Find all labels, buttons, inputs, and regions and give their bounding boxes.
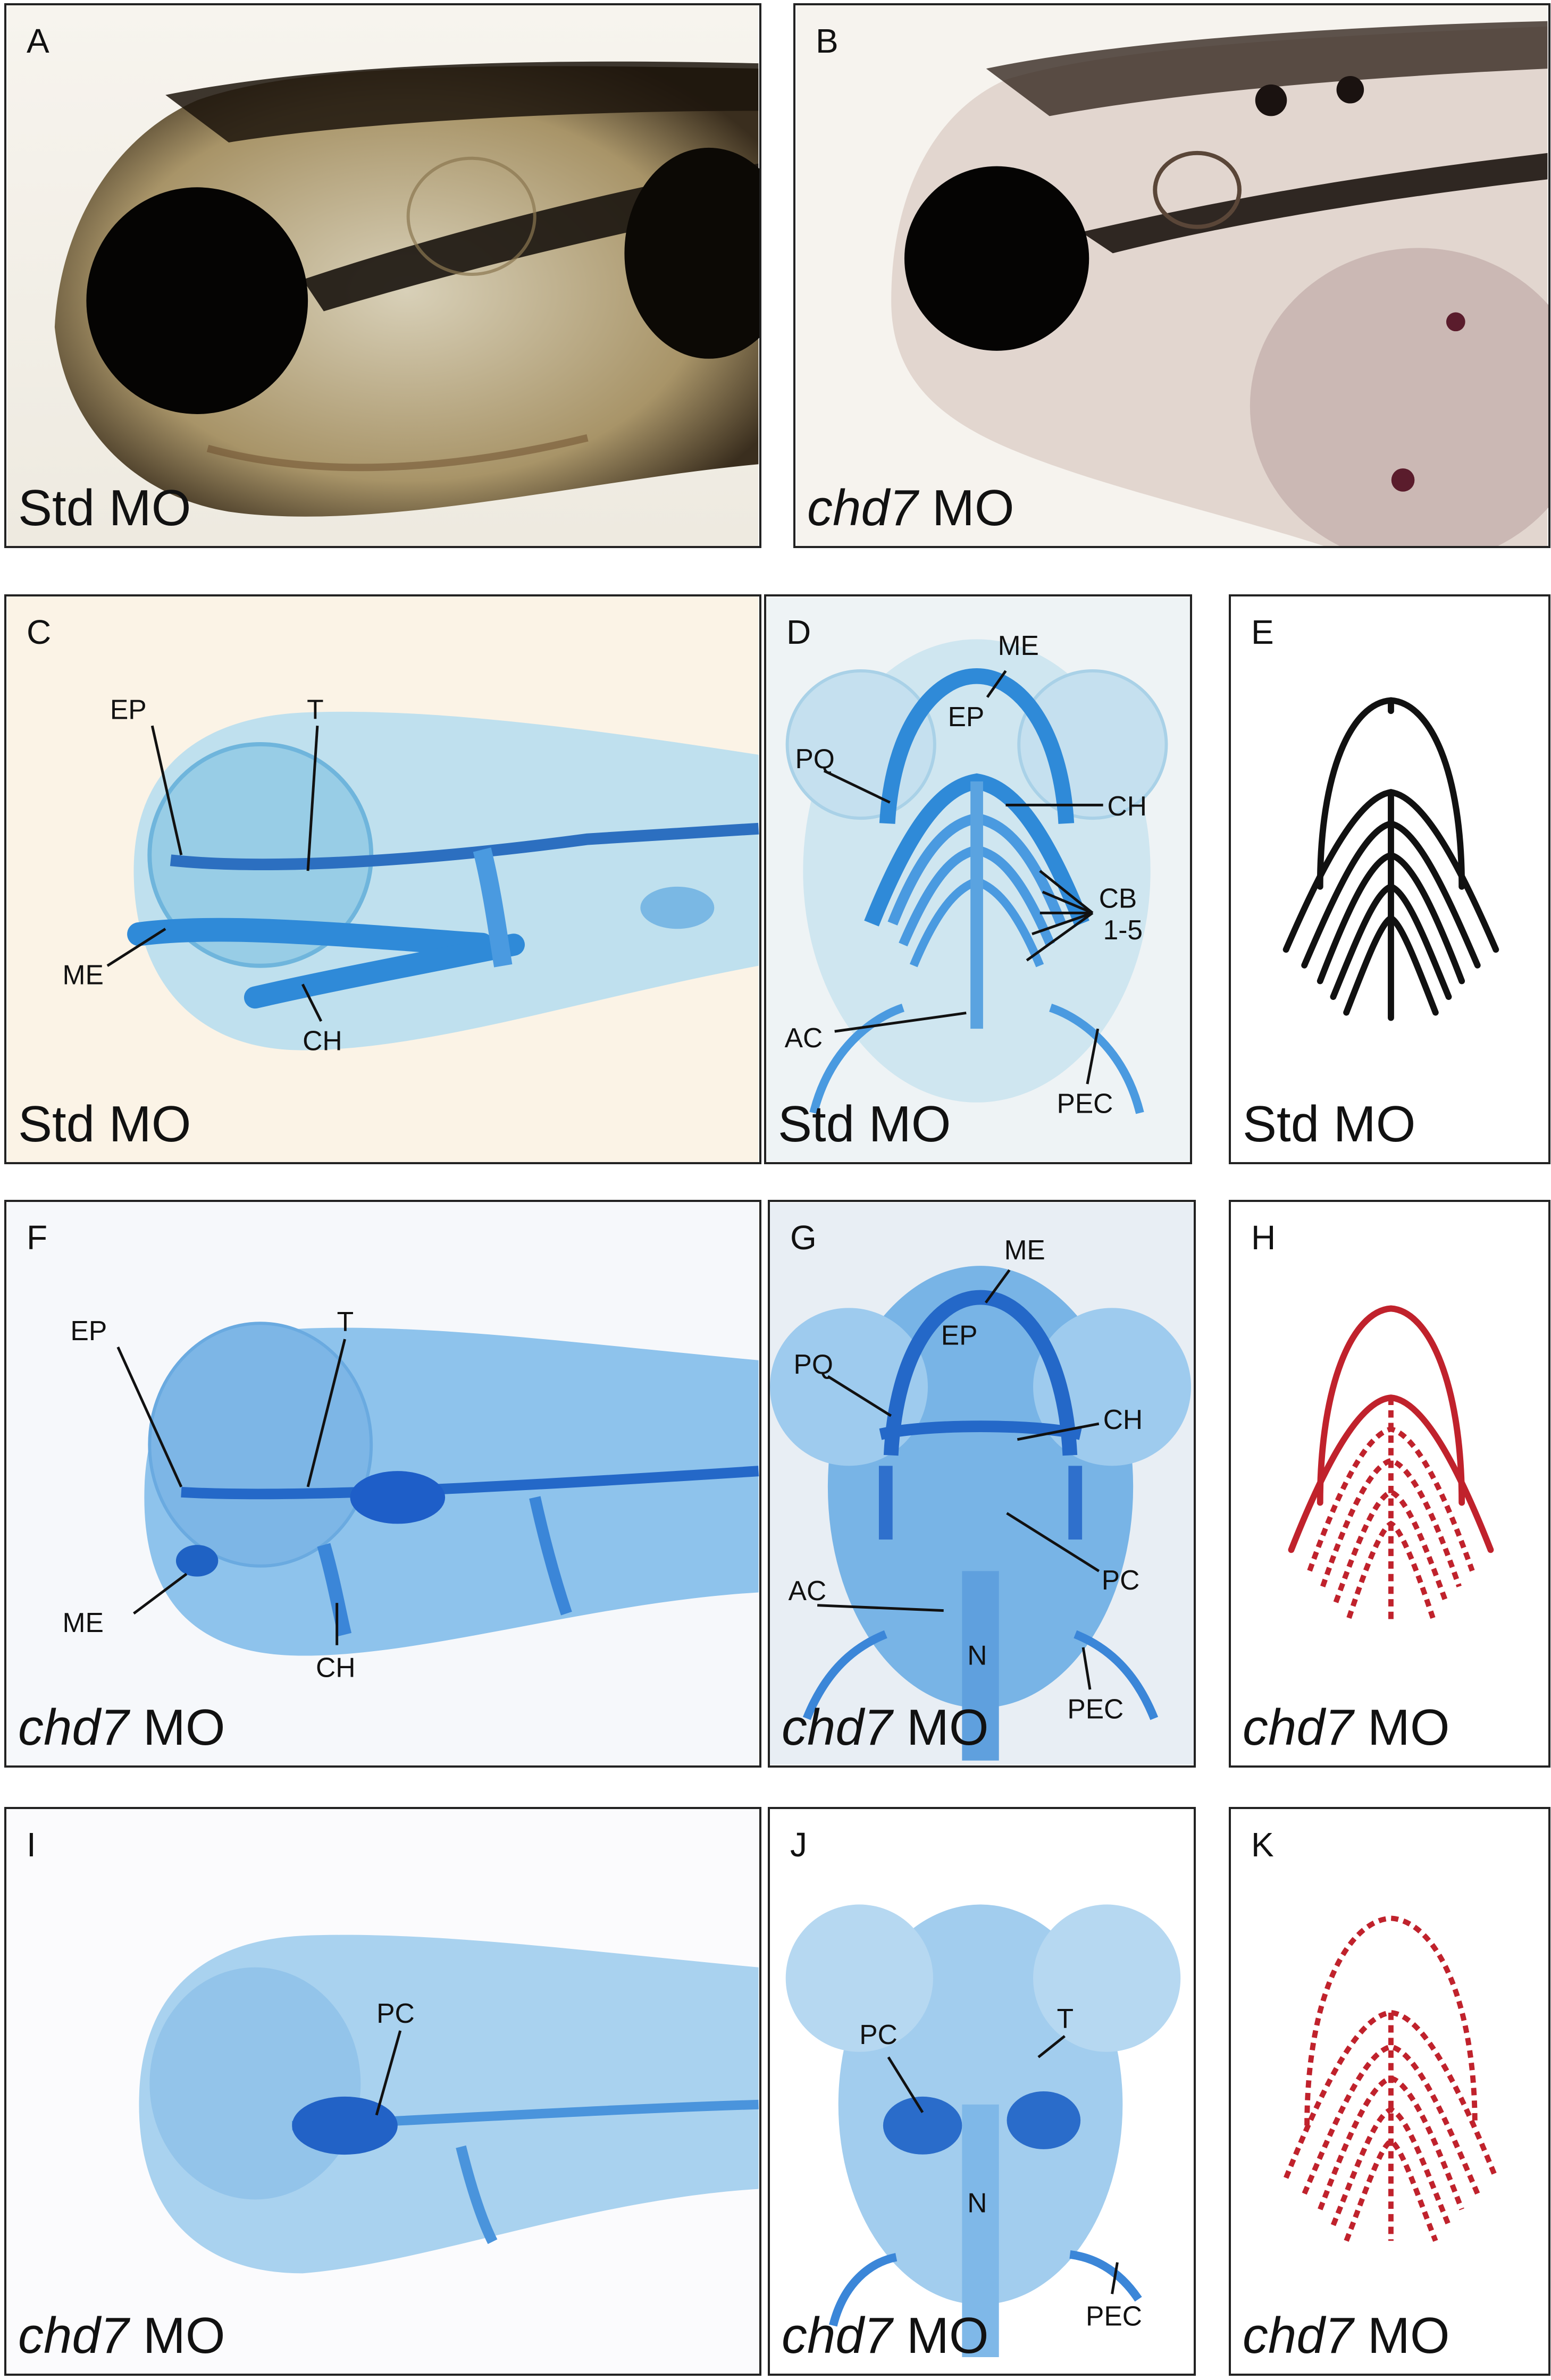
panel-letter: B [816, 22, 839, 60]
panel-a: A Std MO [4, 3, 761, 548]
label-pc: PC [376, 1998, 415, 2029]
schematic-chd7-absent [1284, 1915, 1498, 2242]
cartilage-chd7-lateral: EP T ME CH [7, 1202, 759, 1765]
label-ch: CH [1108, 790, 1147, 821]
panel-h: H chd7 MO [1229, 1200, 1550, 1768]
panel-caption: Std MO [778, 1096, 951, 1153]
panel-letter: G [790, 1218, 817, 1257]
panel-letter: J [790, 1826, 807, 1864]
label-t: T [1057, 2003, 1074, 2034]
panel-caption: Std MO [1243, 1096, 1416, 1153]
panel-caption: chd7 MO [1243, 1699, 1450, 1756]
label-me: ME [998, 630, 1039, 661]
panel-letter: E [1251, 613, 1274, 651]
label-ac: AC [785, 1022, 823, 1053]
panel-c: EP T ME CH C Std MO [4, 594, 761, 1164]
panel-letter: K [1251, 1826, 1274, 1864]
label-pc: PC [1102, 1565, 1140, 1595]
panel-caption: chd7 MO [18, 2307, 225, 2364]
label-ch: CH [316, 1652, 356, 1683]
label-pq: PQ [795, 743, 834, 774]
label-cb: CB [1099, 882, 1137, 913]
cartilage-std-lateral: EP T ME CH [7, 596, 759, 1162]
label-n: N [967, 2188, 987, 2218]
label-t: T [337, 1306, 354, 1337]
label-ep: EP [948, 701, 985, 732]
label-pec: PEC [1067, 1694, 1124, 1725]
panel-caption: chd7 MO [782, 2307, 989, 2364]
label-ch: CH [303, 1025, 342, 1056]
panel-letter: C [27, 613, 52, 651]
panel-letter: F [27, 1218, 48, 1257]
larva-chd7-photo [796, 5, 1548, 546]
label-n: N [967, 1640, 987, 1671]
panel-d: ME EP PQ CH CB 1-5 AC PEC D Std MO [764, 594, 1192, 1164]
label-ep: EP [941, 1320, 978, 1351]
label-me: ME [63, 1607, 104, 1638]
label-pec: PEC [1086, 2301, 1142, 2332]
panel-caption: chd7 MO [807, 480, 1015, 536]
panel-letter: H [1251, 1218, 1276, 1257]
label-pq: PQ [794, 1349, 833, 1380]
label-t: T [307, 694, 324, 725]
panel-g: ME EP PQ CH PC AC N PEC G chd7 MO [768, 1200, 1196, 1768]
panel-e: E Std MO [1229, 594, 1550, 1164]
label-ep: EP [70, 1315, 107, 1346]
panel-letter: A [27, 22, 49, 60]
label-ch: CH [1103, 1404, 1143, 1435]
label-ep: EP [110, 694, 147, 725]
panel-caption: Std MO [18, 480, 191, 536]
panel-caption: chd7 MO [782, 1699, 989, 1756]
cartilage-std-ventral: ME EP PQ CH CB 1-5 AC PEC [766, 597, 1190, 1162]
panel-b: B chd7 MO [793, 3, 1550, 548]
panel-caption: chd7 MO [1243, 2307, 1450, 2364]
label-me: ME [63, 960, 104, 990]
schematic-std [1282, 697, 1499, 1021]
cartilage-chd7-severe-lateral: PC [7, 1809, 759, 2374]
panel-j: PC T N PEC J chd7 MO [768, 1807, 1196, 2376]
panel-caption: chd7 MO [18, 1699, 225, 1756]
label-cb-range: 1-5 [1103, 914, 1143, 945]
label-me: ME [1004, 1234, 1045, 1265]
schematic-chd7-partial [1288, 1305, 1494, 1624]
cartilage-chd7-severe-ventral: PC T N PEC [770, 1810, 1194, 2373]
panel-caption: Std MO [18, 1096, 191, 1153]
label-ac: AC [789, 1575, 827, 1606]
larva-std-photo [7, 5, 759, 546]
label-pec: PEC [1057, 1088, 1113, 1119]
label-pc: PC [859, 2019, 898, 2050]
panel-i: PC I chd7 MO [4, 1807, 761, 2376]
panel-letter: I [27, 1826, 36, 1864]
panel-k: K chd7 MO [1229, 1807, 1550, 2376]
panel-letter: D [786, 613, 811, 651]
panel-f: EP T ME CH F chd7 MO [4, 1200, 761, 1768]
cartilage-chd7-ventral: ME EP PQ CH PC AC N PEC [770, 1202, 1194, 1765]
